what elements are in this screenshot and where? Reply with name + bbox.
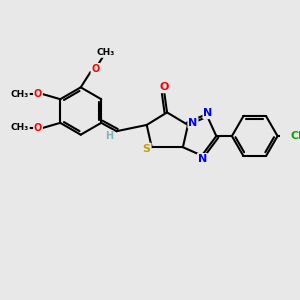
Text: N: N: [188, 118, 198, 128]
Text: CH₃: CH₃: [96, 48, 114, 57]
Text: O: O: [34, 89, 42, 99]
Text: O: O: [92, 64, 100, 74]
Text: N: N: [203, 108, 213, 118]
Text: O: O: [160, 82, 169, 92]
Text: CH₃: CH₃: [11, 90, 29, 99]
Text: Cl: Cl: [290, 131, 300, 141]
Text: O: O: [34, 123, 42, 133]
Text: S: S: [143, 144, 151, 154]
Text: CH₃: CH₃: [11, 123, 29, 132]
Text: H: H: [105, 131, 113, 141]
Text: N: N: [198, 154, 207, 164]
